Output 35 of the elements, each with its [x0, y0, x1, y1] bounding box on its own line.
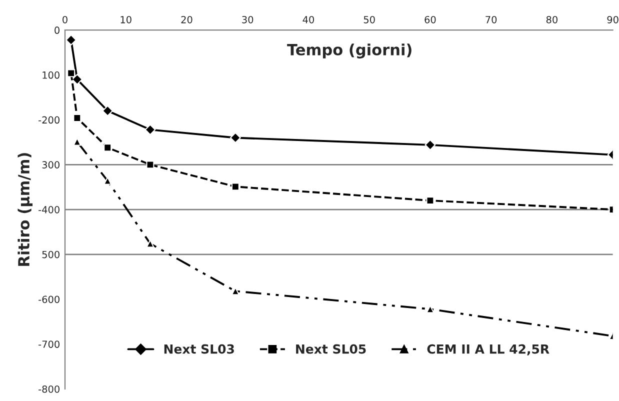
point [73, 114, 82, 122]
x-tick-label: 70 [486, 16, 497, 24]
y-tick-label: 100 [42, 71, 60, 79]
legend-label: CEM II A LL 42,5R [427, 344, 550, 356]
x-tick-label: 10 [120, 16, 132, 24]
x-tick-label: 0 [62, 16, 68, 24]
legend-label: Next SL05 [296, 344, 366, 354]
y-tick-label: -600 [38, 296, 60, 304]
point [66, 34, 77, 46]
point [231, 182, 240, 191]
point [424, 139, 436, 150]
point [104, 144, 112, 152]
y-tick-label: 300 [42, 161, 60, 168]
x-tick-label: 50 [364, 16, 375, 24]
x-tick-label: 40 [302, 16, 314, 24]
y-tick-label: -800 [38, 385, 60, 393]
y-tick-label: -400 [38, 206, 60, 214]
point [72, 74, 83, 85]
x-tick-label: 60 [424, 16, 436, 24]
legend-label: Next SL03 [164, 344, 234, 354]
y-tick-label: 500 [42, 250, 60, 258]
y-tick-label: -200 [38, 116, 60, 124]
y-tick-label: -700 [38, 340, 60, 348]
y-tick-label: 0 [54, 26, 60, 34]
y-axis-title: Ritiro (µm/m) [18, 153, 33, 266]
point [144, 124, 156, 136]
x-tick-label: 30 [242, 16, 254, 24]
point [102, 105, 114, 116]
x-tick-label: 80 [546, 16, 558, 24]
x-tick-label: 90 [607, 16, 618, 24]
x-tick-label: 20 [181, 16, 192, 24]
x-axis-title: Tempo (giorni) [287, 44, 412, 58]
point [230, 132, 241, 144]
point [146, 160, 154, 169]
point [67, 69, 76, 78]
